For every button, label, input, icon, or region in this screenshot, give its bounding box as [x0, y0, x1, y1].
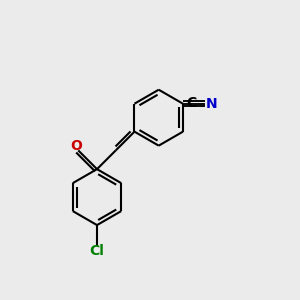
- Text: O: O: [70, 139, 82, 153]
- Text: N: N: [206, 97, 217, 111]
- Text: C: C: [186, 96, 197, 110]
- Text: Cl: Cl: [90, 244, 104, 258]
